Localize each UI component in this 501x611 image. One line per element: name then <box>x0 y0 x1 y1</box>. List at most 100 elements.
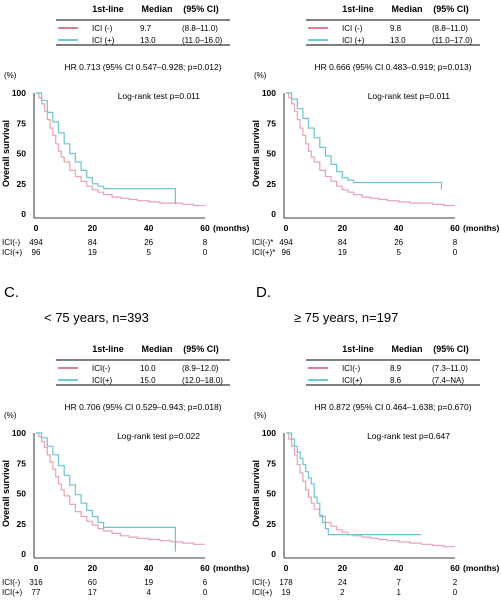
y-tick-label: 50 <box>17 489 27 499</box>
table-ci: (8.8–11.0) <box>432 24 468 33</box>
y-tick-label: 0 <box>21 549 26 559</box>
risk-count: 5 <box>146 248 151 257</box>
risk-count: 0 <box>203 588 208 597</box>
risk-count: 8 <box>453 238 458 247</box>
table-group: ICI(+) <box>342 376 363 385</box>
risk-count: 77 <box>32 588 41 597</box>
table-group: ICI (-) <box>92 24 113 33</box>
y-tick-label: 0 <box>271 549 276 559</box>
risk-count: 0 <box>453 248 458 257</box>
table-median: 8.6 <box>390 376 402 385</box>
table-header: 1st-line <box>342 4 374 14</box>
table-group: ICI(-) <box>342 364 361 373</box>
table-group: ICI(-) <box>92 364 111 373</box>
y-tick-label: 50 <box>267 149 277 159</box>
risk-count: 26 <box>394 238 403 247</box>
table-median: 10.0 <box>140 364 156 373</box>
table-ci: (8.8–11.0) <box>182 24 218 33</box>
y-tick-label: 75 <box>267 458 277 468</box>
panel-a: 1st-line Median (95% CI) ICI (-) 9.7 (8.8–11.… <box>0 0 250 270</box>
table-median: 13.0 <box>140 36 156 45</box>
hr-text: HR 0.666 (95% CI 0.483–0.919; p=0.013) <box>314 62 471 72</box>
x-tick-label: 0 <box>34 563 39 573</box>
risk-label: ICI(+)* <box>252 248 275 257</box>
x-tick-label: 20 <box>88 563 98 573</box>
risk-table: ICI(-) 178 24 7 2 ICI(+) 19 2 1 0 <box>252 578 458 597</box>
risk-count: 6 <box>203 578 208 587</box>
km-curve-ici-neg <box>36 92 205 207</box>
summary-table: 1st-line Median (95% CI) ICI(-) 10.0 (8.9–12.… <box>56 344 230 386</box>
x-tick-label: 0 <box>284 223 289 233</box>
risk-count: 84 <box>338 238 347 247</box>
risk-count: 17 <box>88 588 97 597</box>
table-header: 1st-line <box>92 344 124 354</box>
km-curve-ici-pos <box>36 92 176 205</box>
table-header: (95% CI) <box>183 344 219 354</box>
risk-count: 1 <box>396 588 401 597</box>
risk-label: ICI(-) <box>2 238 21 247</box>
risk-count: 26 <box>144 238 153 247</box>
logrank-text: Log-rank test p=0.011 <box>118 91 201 101</box>
table-group: ICI(+) <box>92 376 113 385</box>
x-unit: (months) <box>463 563 500 573</box>
risk-count: 2 <box>453 578 458 587</box>
risk-count: 96 <box>282 248 291 257</box>
risk-count: 4 <box>146 588 151 597</box>
y-unit: (%) <box>254 71 267 80</box>
risk-table: ICI(-) 316 60 19 6 ICI(+) 77 17 4 0 <box>2 578 208 597</box>
km-chart: 1st-line Median (95% CI) ICI(-) 8.9 (7.3–11.0… <box>251 344 500 597</box>
risk-table: ICI(-) 494 84 26 8 ICI(+) 96 19 5 0 <box>2 238 208 257</box>
x-unit: (months) <box>213 223 250 233</box>
risk-count: 494 <box>279 238 293 247</box>
table-header: (95% CI) <box>433 4 469 14</box>
x-tick-label: 0 <box>34 223 39 233</box>
risk-count: 8 <box>203 238 208 247</box>
y-axis-label: Overall survival <box>251 460 261 527</box>
x-tick-label: 20 <box>88 223 98 233</box>
table-ci: (11.0–16.0) <box>182 36 223 45</box>
y-tick-label: 25 <box>17 179 27 189</box>
risk-count: 494 <box>29 238 43 247</box>
table-ci: (7.4–NA) <box>432 376 464 385</box>
y-tick-label: 100 <box>12 88 26 98</box>
risk-label: ICI(-) <box>2 578 21 587</box>
risk-count: 60 <box>88 578 97 587</box>
table-header: Median <box>141 344 172 354</box>
km-curve-ici-neg <box>36 432 205 545</box>
y-tick-label: 75 <box>17 118 27 128</box>
table-header: (95% CI) <box>183 4 219 14</box>
x-tick-label: 20 <box>338 223 348 233</box>
table-ci: (11.0–17.0) <box>432 36 473 45</box>
x-tick-label: 40 <box>394 563 404 573</box>
table-group: ICI (+) <box>342 36 365 45</box>
km-chart: 1st-line Median (95% CI) ICI (-) 9.7 (8.8–11.… <box>1 4 250 257</box>
summary-table: 1st-line Median (95% CI) ICI(-) 8.9 (7.3–11.0… <box>306 344 480 386</box>
x-tick-label: 60 <box>450 223 460 233</box>
risk-count: 96 <box>32 248 41 257</box>
y-tick-label: 25 <box>267 179 277 189</box>
y-tick-label: 0 <box>21 209 26 219</box>
hr-text: HR 0.706 (95% CI 0.529–0.943; p=0.018) <box>64 402 221 412</box>
risk-table: ICI(-)* 494 84 26 8 ICI(+)* 96 19 5 0 <box>252 238 458 257</box>
y-tick-label: 25 <box>17 519 27 529</box>
km-curve-ici-neg <box>286 92 455 207</box>
x-unit: (months) <box>213 563 250 573</box>
y-tick-label: 0 <box>271 209 276 219</box>
x-tick-label: 60 <box>200 223 210 233</box>
y-tick-label: 75 <box>17 458 27 468</box>
table-median: 15.0 <box>140 376 156 385</box>
table-header: Median <box>141 4 172 14</box>
table-ci: (8.9–12.0) <box>182 364 219 373</box>
table-group: ICI (-) <box>342 24 363 33</box>
summary-table: 1st-line Median (95% CI) ICI (-) 9.8 (8.8–11.… <box>306 4 480 46</box>
km-curve-ici-neg <box>286 432 455 548</box>
y-unit: (%) <box>4 71 17 80</box>
x-tick-label: 0 <box>284 563 289 573</box>
y-tick-label: 50 <box>17 149 27 159</box>
y-tick-label: 50 <box>267 489 277 499</box>
risk-count: 7 <box>396 578 401 587</box>
x-tick-label: 60 <box>200 563 210 573</box>
x-tick-label: 40 <box>394 223 404 233</box>
risk-count: 19 <box>282 588 291 597</box>
table-group: ICI (+) <box>92 36 115 45</box>
